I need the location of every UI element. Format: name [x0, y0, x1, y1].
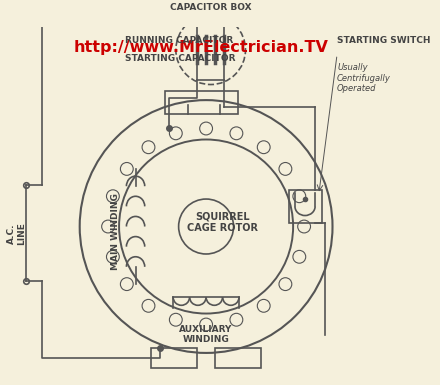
Text: A.C.
LINE: A.C. LINE [7, 222, 26, 245]
Text: STARTING CAPACITOR: STARTING CAPACITOR [125, 54, 236, 64]
Text: RUNNING CAPACITOR: RUNNING CAPACITOR [125, 36, 234, 45]
Text: http://www.MrElectrician.TV: http://www.MrElectrician.TV [74, 40, 329, 55]
Text: SQUIRREL
CAGE ROTOR: SQUIRREL CAGE ROTOR [187, 211, 258, 233]
Text: CAPACITOR BOX: CAPACITOR BOX [170, 3, 252, 12]
Bar [289, 190, 322, 223]
Text: AUXILIARY
WINDING: AUXILIARY WINDING [180, 325, 233, 344]
Bar [151, 348, 197, 368]
Bar [165, 91, 238, 114]
Text: Usually
Centrifugally
Operated: Usually Centrifugally Operated [337, 64, 391, 93]
Bar [215, 348, 261, 368]
Text: STARTING SWITCH: STARTING SWITCH [337, 36, 431, 45]
Text: MAIN WINDING: MAIN WINDING [111, 192, 120, 270]
